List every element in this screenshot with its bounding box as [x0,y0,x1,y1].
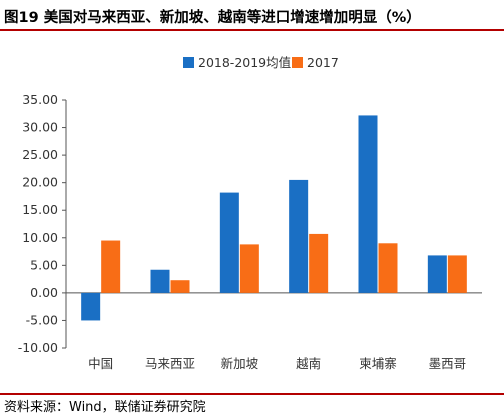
bar-2017-2 [239,244,259,293]
bar-avg-2018-2019-1 [150,269,170,293]
bar-2017-0 [101,240,121,293]
y-axis: 35.00 30.00 25.00 20.00 15.00 10.00 5.00 0.00 -5… [18,92,67,355]
x-category-label: 新加坡 [221,356,259,371]
bar-avg-2018-2019-3 [289,179,309,293]
x-category-label: 柬埔寨 [359,356,397,371]
y-tick-label: 35.00 [22,92,58,107]
legend-label-0: 2018-2019均值 [198,55,291,70]
title-divider [0,29,504,31]
y-tick-label: 30.00 [22,120,58,135]
bar-avg-2018-2019-2 [219,192,239,293]
bar-avg-2018-2019-5 [427,255,447,293]
y-tick-label: 5.00 [30,257,58,272]
y-tick-label: -10.00 [18,340,58,355]
bar-2017-3 [309,233,329,293]
legend-label-1: 2017 [307,55,339,70]
legend-swatch-1 [292,57,303,68]
x-axis: 中国 马来西亚 新加坡 越南 柬埔寨 墨西哥 [66,292,482,371]
y-tick-label: 25.00 [22,147,58,162]
legend-swatch-0 [183,57,194,68]
legend: 2018-2019均值 2017 [183,55,339,70]
chart-title: 图19 美国对马来西亚、新加坡、越南等进口增速增加明显（%） [4,10,421,26]
y-tick-label: 20.00 [22,175,58,190]
footer-divider [0,393,504,395]
bar-avg-2018-2019-0 [81,292,101,321]
x-category-label: 越南 [296,356,321,371]
bar-avg-2018-2019-4 [358,115,378,293]
bar-2017-5 [447,255,467,293]
source-note: 资料来源：Wind，联储证券研究院 [4,400,206,415]
x-category-label: 中国 [88,356,113,371]
x-category-label: 马来西亚 [145,356,195,371]
y-tick-label: 0.00 [30,285,58,300]
y-tick-label: 15.00 [22,202,58,217]
bars [81,115,467,321]
bar-2017-1 [170,280,190,293]
bar-2017-4 [378,243,398,293]
y-tick-label: -5.00 [26,312,58,327]
y-tick-label: 10.00 [22,230,58,245]
x-category-label: 墨西哥 [429,356,467,371]
